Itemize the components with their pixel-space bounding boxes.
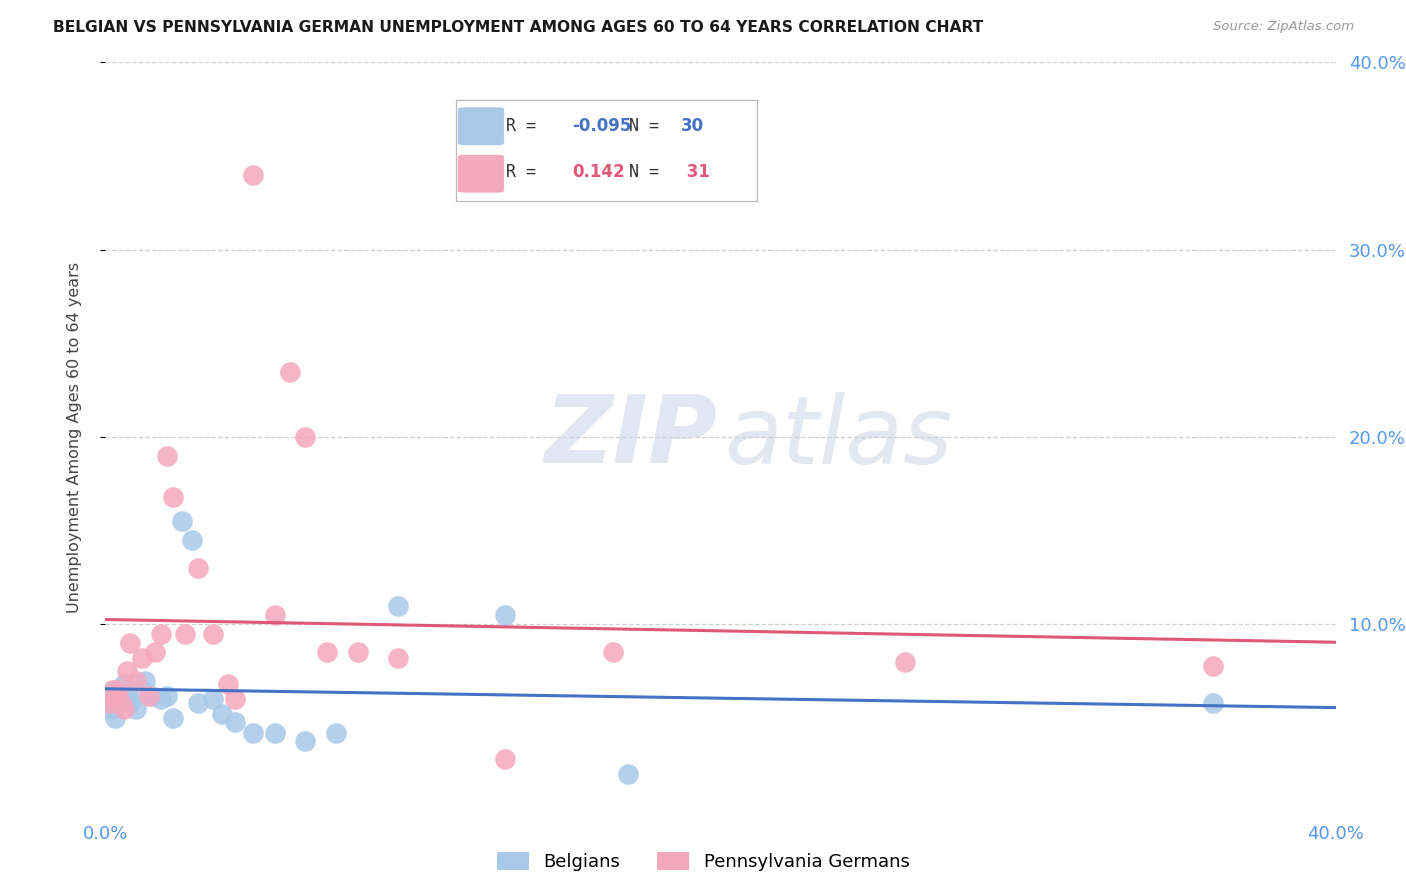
Point (156, 689, 179, 703)
Text: R =: R = (506, 163, 555, 181)
Text: -0.095: -0.095 (572, 117, 631, 135)
Point (162, 711, 184, 725)
Point (325, 726, 347, 740)
Point (100, 683, 122, 698)
Text: BELGIAN VS PENNSYLVANIA GERMAN UNEMPLOYMENT AMONG AGES 60 TO 64 YEARS CORRELATIO: BELGIAN VS PENNSYLVANIA GERMAN UNEMPLOYM… (53, 20, 984, 35)
Point (115, 689, 138, 703)
Text: Source: ZipAtlas.com: Source: ZipAtlas.com (1213, 20, 1354, 33)
Point (141, 689, 163, 703)
Point (104, 711, 127, 725)
Point (162, 490, 184, 504)
Point (107, 683, 129, 698)
Point (263, 726, 285, 740)
Point (112, 701, 135, 715)
Point (138, 689, 160, 703)
Text: R =: R = (506, 117, 546, 135)
Point (494, 608, 516, 623)
FancyBboxPatch shape (457, 107, 505, 145)
Point (172, 514, 194, 528)
Text: ZIP: ZIP (544, 391, 717, 483)
Point (125, 701, 148, 715)
Point (149, 692, 172, 706)
Point (134, 673, 156, 688)
Text: 31: 31 (681, 163, 710, 181)
Point (346, 646, 368, 660)
Point (278, 365, 301, 379)
Point (115, 664, 138, 679)
Point (202, 692, 225, 706)
Point (387, 599, 409, 613)
Point (894, 655, 917, 669)
Point (131, 683, 153, 698)
Point (156, 449, 179, 463)
Point (100, 701, 122, 715)
Point (125, 673, 148, 688)
Point (110, 696, 132, 710)
Point (143, 646, 166, 660)
Point (112, 677, 135, 691)
Point (211, 707, 233, 722)
Point (263, 608, 285, 623)
Point (1201, 696, 1223, 710)
Point (242, 168, 264, 182)
Point (120, 696, 141, 710)
Legend: Belgians, Pennsylvania Germans: Belgians, Pennsylvania Germans (489, 846, 917, 879)
Point (1201, 658, 1223, 673)
Text: 30: 30 (681, 117, 704, 135)
Point (617, 767, 640, 781)
Point (97, 696, 120, 710)
Point (224, 692, 246, 706)
Point (174, 626, 197, 640)
Point (294, 733, 316, 747)
Point (387, 651, 409, 665)
Point (97, 692, 120, 706)
Point (180, 533, 202, 547)
Point (149, 626, 172, 640)
Point (315, 646, 337, 660)
Point (224, 714, 246, 729)
Text: 0.142: 0.142 (572, 163, 624, 181)
Point (242, 726, 264, 740)
Point (110, 696, 132, 710)
Point (602, 646, 624, 660)
Point (494, 752, 516, 766)
Point (104, 692, 127, 706)
Y-axis label: Unemployment Among Ages 60 to 64 years: Unemployment Among Ages 60 to 64 years (67, 261, 82, 613)
Point (294, 430, 316, 444)
Point (120, 636, 141, 650)
Point (187, 561, 209, 575)
Text: N =: N = (630, 117, 669, 135)
FancyBboxPatch shape (457, 154, 505, 193)
Point (218, 677, 240, 691)
Point (131, 651, 153, 665)
Point (107, 692, 129, 706)
Point (104, 683, 127, 698)
Point (202, 626, 225, 640)
Point (187, 696, 209, 710)
Text: atlas: atlas (724, 392, 952, 483)
Text: N =: N = (630, 163, 669, 181)
